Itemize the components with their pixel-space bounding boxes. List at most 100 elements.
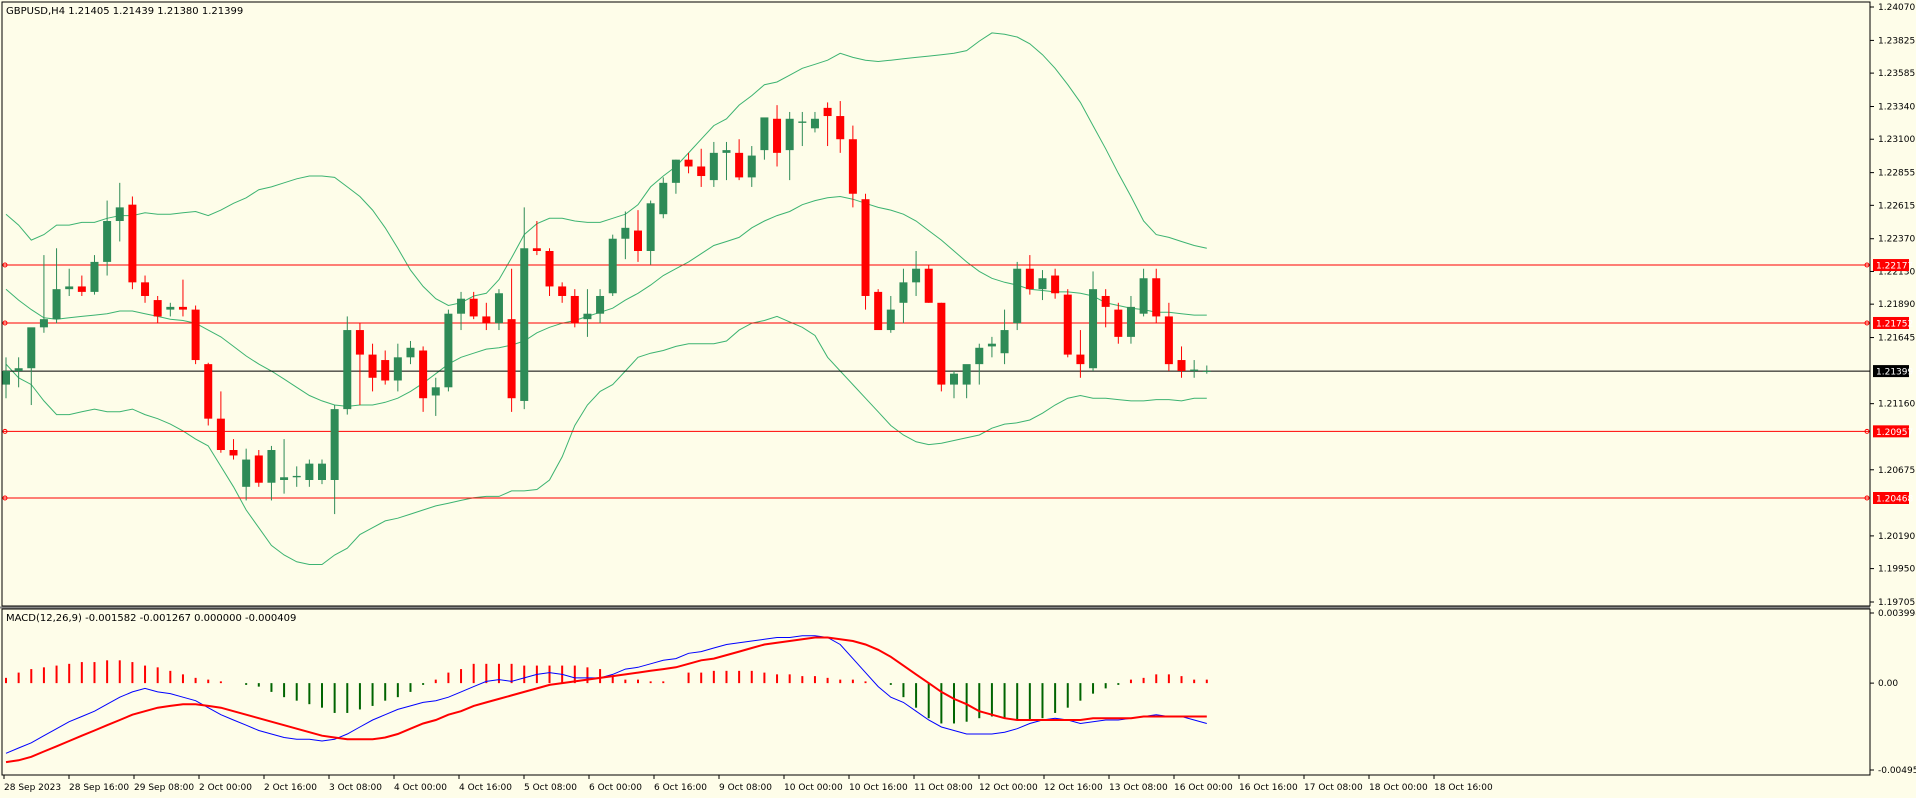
bear-candle-body <box>1152 278 1161 317</box>
level-anchor-left <box>2 320 8 326</box>
bear-candle-body <box>1177 360 1186 371</box>
bull-candle-body <box>166 306 175 310</box>
candle <box>709 141 718 187</box>
bull-candle-body <box>912 268 921 283</box>
bear-candle-body <box>1025 268 1034 290</box>
candle <box>280 439 289 494</box>
y-tick-label: 1.22855 <box>1878 169 1915 179</box>
candle <box>558 282 567 303</box>
bull-candle-body <box>798 121 807 123</box>
macd-y-tick-label: 0.00 <box>1878 679 1898 689</box>
bollinger-lower-line <box>5 315 1207 565</box>
bull-candle-body <box>39 319 48 328</box>
bear-candle-body <box>735 152 744 178</box>
bear-candle-body <box>1063 294 1072 355</box>
bull-candle-body <box>393 357 402 381</box>
candle <box>242 448 251 501</box>
x-tick-label: 12 Oct 00:00 <box>979 783 1038 793</box>
candle <box>216 391 225 453</box>
level-price-label: 1.22177 <box>1876 262 1913 272</box>
bear-candle-body <box>355 330 364 355</box>
candle <box>596 289 605 324</box>
x-tick-label: 18 Oct 00:00 <box>1369 783 1428 793</box>
macd-pane-frame <box>1 608 1871 776</box>
bull-candle-body <box>14 368 23 371</box>
candle <box>343 316 352 415</box>
bull-candle-body <box>1202 370 1211 372</box>
candle <box>1089 271 1098 371</box>
candle <box>178 279 187 317</box>
candle <box>1114 302 1123 344</box>
y-tick-label: 1.22615 <box>1878 201 1915 211</box>
candle <box>646 200 655 265</box>
bull-candle-body <box>646 203 655 251</box>
candle <box>292 466 301 487</box>
candle <box>507 268 516 412</box>
bull-candle-body <box>671 159 680 183</box>
candle <box>520 207 529 410</box>
bear-candle-body <box>469 298 478 317</box>
current-price-label: 1.21399 <box>1876 368 1913 378</box>
candle <box>722 141 731 181</box>
bull-candle-body <box>785 118 794 151</box>
bull-candle-body <box>608 238 617 294</box>
candle <box>874 289 883 331</box>
bear-candle-body <box>836 116 845 140</box>
candle <box>166 302 175 317</box>
candle <box>103 200 112 276</box>
x-tick-label: 13 Oct 08:00 <box>1109 783 1168 793</box>
x-tick-label: 10 Oct 00:00 <box>784 783 843 793</box>
candle <box>1038 270 1047 301</box>
x-tick-label: 11 Oct 08:00 <box>914 783 973 793</box>
y-tick-label: 1.23100 <box>1878 135 1915 145</box>
signal-line <box>5 636 1207 764</box>
candle <box>355 323 364 406</box>
y-tick-label: 1.22130 <box>1878 267 1915 277</box>
bull-candle-body <box>950 373 958 385</box>
bull-candle-body <box>318 463 326 481</box>
x-tick-label: 17 Oct 08:00 <box>1304 783 1363 793</box>
candle <box>419 346 428 412</box>
bull-candle-body <box>1089 289 1098 369</box>
candle <box>545 248 554 296</box>
candle <box>1152 268 1161 324</box>
candle <box>747 146 756 187</box>
main-pane-header: GBPUSD,H4 1.21405 1.21439 1.21380 1.2139… <box>6 6 243 17</box>
bull-candle-body <box>1038 278 1047 290</box>
x-tick-label: 10 Oct 16:00 <box>849 783 908 793</box>
bollinger-upper-line <box>5 32 1207 307</box>
bull-candle-body <box>2 370 10 385</box>
bull-candle-body <box>747 155 756 178</box>
x-tick-label: 6 Oct 00:00 <box>589 783 642 793</box>
macd-pane-header: MACD(12,26,9) -0.001582 -0.001267 0.0000… <box>6 613 296 624</box>
candle <box>39 255 48 333</box>
bear-candle-body <box>773 118 782 153</box>
x-tick-label: 4 Oct 16:00 <box>459 783 512 793</box>
bear-candle-body <box>937 302 946 385</box>
candle <box>735 139 744 181</box>
bull-candle-body <box>280 477 289 481</box>
bull-candle-body <box>242 459 251 487</box>
bull-candle-body <box>596 295 605 314</box>
level-anchor-right <box>1864 428 1870 434</box>
candle <box>14 357 23 388</box>
bull-candle-body <box>722 150 731 153</box>
candle <box>27 327 36 406</box>
candle <box>570 289 579 328</box>
candle <box>634 210 642 262</box>
candle <box>621 211 630 260</box>
bull-candle-body <box>1139 278 1148 314</box>
candle <box>305 459 314 487</box>
candle <box>1025 255 1034 295</box>
level-anchor-left <box>2 495 8 501</box>
x-tick-label: 4 Oct 00:00 <box>394 783 447 793</box>
y-tick-label: 1.22370 <box>1878 235 1915 245</box>
level-price-tag <box>1873 491 1909 504</box>
candle <box>330 405 339 515</box>
bear-candle-body <box>381 360 390 381</box>
candle <box>90 255 99 295</box>
bear-candle-body <box>507 319 516 399</box>
candle <box>1000 309 1009 365</box>
